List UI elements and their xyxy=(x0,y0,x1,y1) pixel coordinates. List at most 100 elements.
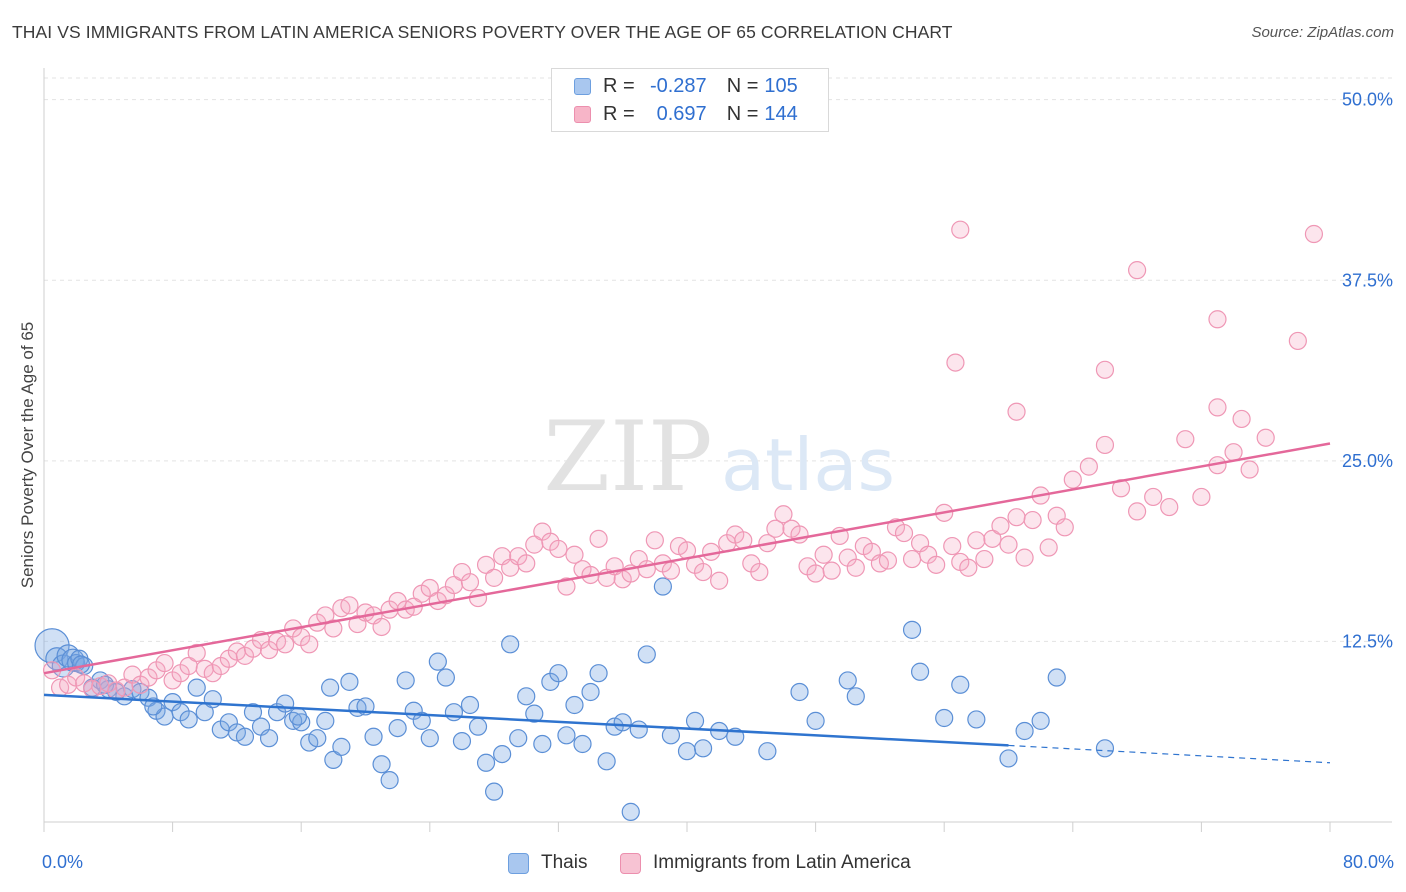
latin-america-point xyxy=(894,523,914,543)
watermark: ZIP atlas xyxy=(543,401,895,513)
latin-america-point xyxy=(1079,457,1098,476)
series-legend-thais: Thais xyxy=(508,852,587,874)
thais-point xyxy=(790,682,809,702)
thais-point xyxy=(340,672,359,691)
thais-point xyxy=(517,687,536,706)
latin-america-point xyxy=(1127,261,1147,280)
y-tick-label: 50.0% xyxy=(1342,90,1393,110)
latin-america-point xyxy=(774,505,793,524)
thais-point xyxy=(144,697,163,716)
thais-point xyxy=(935,708,954,728)
thais-trend-line xyxy=(43,693,1009,747)
thais-point xyxy=(332,737,351,756)
thais-point xyxy=(235,727,255,746)
thais-point xyxy=(597,752,616,771)
thais-point xyxy=(292,713,311,732)
latin-america-point xyxy=(1304,224,1324,244)
thais-point xyxy=(1015,721,1034,741)
thais-point xyxy=(557,726,576,745)
thais-point xyxy=(436,668,455,687)
latin-america-point xyxy=(946,353,965,372)
latin-america-point xyxy=(1224,443,1243,462)
thais-point xyxy=(758,742,777,761)
latin-america-point xyxy=(340,596,359,615)
thais-point xyxy=(1047,668,1066,687)
latin-america-point xyxy=(557,577,576,596)
latin-america-point xyxy=(1240,460,1259,479)
thais-point xyxy=(629,720,648,739)
latin-america-point xyxy=(276,635,295,654)
latin-america-point xyxy=(1055,518,1074,537)
thais-point xyxy=(243,703,263,722)
latin-america-point xyxy=(1144,487,1163,507)
thais-point xyxy=(412,711,431,730)
latin-america-point xyxy=(468,588,488,608)
thais-point xyxy=(276,694,295,713)
latin-america-point xyxy=(460,573,480,592)
thais-point xyxy=(485,782,504,801)
latin-america-point xyxy=(999,535,1018,554)
latin-america-point xyxy=(1007,402,1026,421)
thais-point xyxy=(187,678,206,697)
latin-america-point xyxy=(1015,548,1034,567)
thais-point xyxy=(533,734,552,754)
thais-point xyxy=(613,713,632,732)
thais-point xyxy=(637,645,656,664)
thais-point xyxy=(621,802,640,821)
legend-r-label: R = xyxy=(603,102,635,125)
latin-america-point xyxy=(1063,470,1082,489)
latin-america-point xyxy=(1232,409,1251,429)
latin-america-point xyxy=(372,617,391,637)
y-tick-label: 12.5% xyxy=(1342,631,1393,651)
latin-america-trend-line xyxy=(43,442,1331,675)
latin-america-point xyxy=(324,619,343,638)
thais-point xyxy=(685,711,705,730)
axes xyxy=(43,68,1392,832)
thais-point xyxy=(288,707,308,726)
legend-r-value: -0.287 xyxy=(649,74,707,97)
latin-america-point xyxy=(1176,430,1195,449)
thais-point xyxy=(565,695,584,715)
thais-point xyxy=(951,675,970,694)
legend-n-label: N = xyxy=(726,102,759,125)
thais-point xyxy=(34,628,70,664)
correlation-legend: R = -0.287 N = 105 R = 0.697 N = 144 xyxy=(551,68,829,132)
thais-point xyxy=(444,703,464,722)
thais-point xyxy=(910,662,930,681)
thais-point xyxy=(388,718,407,738)
watermark-zip: ZIP xyxy=(543,401,712,513)
series-legend: Thais Immigrants from Latin America xyxy=(0,852,1406,878)
thais-point xyxy=(372,755,391,774)
thais-point xyxy=(259,729,279,748)
latin-america-point xyxy=(1007,508,1026,527)
thais-point xyxy=(838,671,857,690)
latin-america-point xyxy=(1095,435,1115,455)
regression-lines xyxy=(43,442,1331,764)
x-tick-label-max: 80.0% xyxy=(1342,852,1394,872)
thais-point xyxy=(999,749,1018,768)
latin-america-point xyxy=(420,578,439,598)
thais-point xyxy=(139,688,158,707)
thais-point xyxy=(902,620,922,639)
thais-point xyxy=(967,710,986,729)
latin-america-point xyxy=(693,562,713,582)
thais-point xyxy=(364,727,383,746)
latin-america-point xyxy=(1160,497,1179,517)
legend-r-label: R = xyxy=(603,74,635,97)
thais-point xyxy=(677,742,697,761)
latin-america-point xyxy=(975,549,994,569)
latin-america-point xyxy=(991,516,1010,535)
thais-point xyxy=(420,729,439,748)
thais-point xyxy=(806,711,825,730)
series-legend-swatch-thais xyxy=(508,852,529,874)
thais-point xyxy=(324,750,343,769)
thais-point xyxy=(428,652,447,671)
latin-america-point xyxy=(814,545,833,564)
legend-row-thais: R = -0.287 N = 105 xyxy=(574,73,798,99)
thais-point xyxy=(460,695,480,715)
chart-title: THAI VS IMMIGRANTS FROM LATIN AMERICA SE… xyxy=(12,22,953,42)
latin-america-point xyxy=(1192,487,1211,507)
latin-america-point xyxy=(589,529,608,548)
latin-america-point xyxy=(300,635,319,654)
